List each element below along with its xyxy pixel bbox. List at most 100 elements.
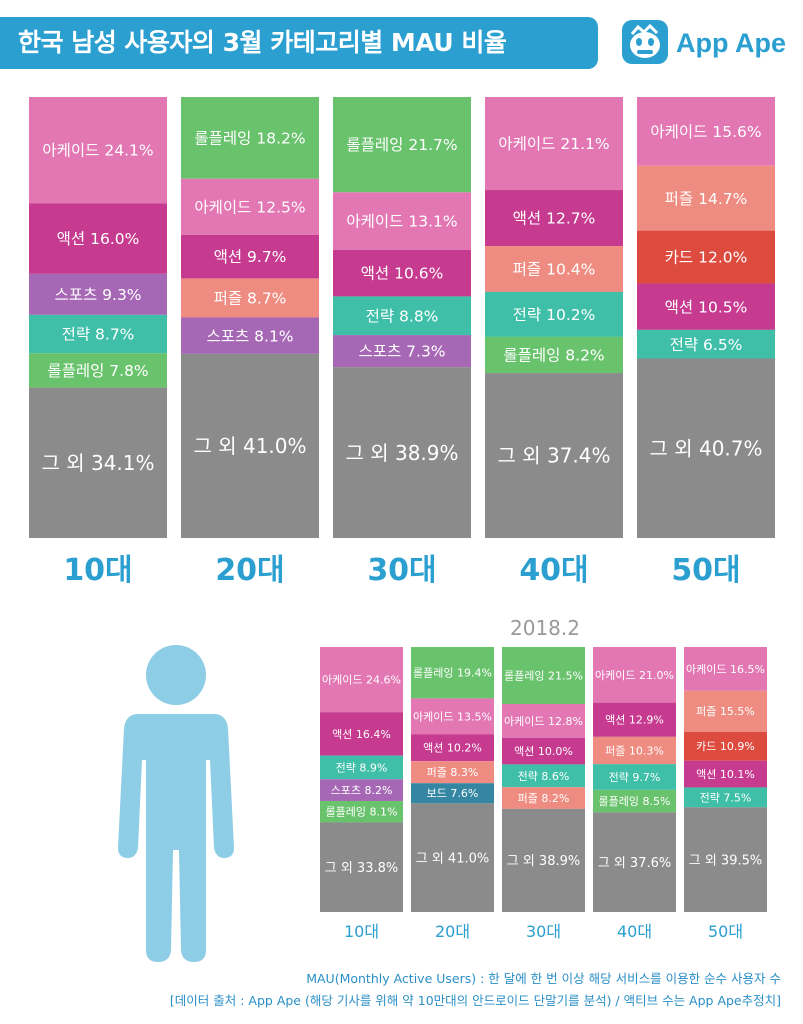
march-bar-40대: 아케이드 21.1% 액션 12.7% 퍼즐 10.4% 전략 10.2% 롤플레잉 8… <box>485 97 623 538</box>
data-label-action: 액션 10.5% <box>665 298 748 316</box>
page-title: 한국 남성 사용자의 3월 카테고리별 MAU 비율 <box>18 28 507 57</box>
brand-name: App Ape <box>676 28 786 58</box>
bar-segment-action <box>502 737 585 765</box>
data-label-strategy: 전략 7.5% <box>700 791 752 804</box>
bar-segment-puzzle <box>502 787 585 809</box>
data-label-roleplaying: 롤플레잉 8.2% <box>503 347 604 365</box>
march-chart: 아케이드 24.1% 액션 16.0% 스포츠 9.3% 전략 8.7% 롤플레잉 7.… <box>29 97 775 588</box>
bar-segment-card <box>637 230 775 284</box>
bar-segment-roleplaying <box>593 789 676 813</box>
bar-segment-strategy <box>333 296 471 336</box>
data-label-roleplaying: 롤플레잉 8.1% <box>326 806 398 819</box>
category-label: 50대 <box>671 553 740 588</box>
february-bar-40대: 아케이드 21.0% 액션 12.9% 퍼즐 10.3% 전략 9.7% 롤플레잉 8.… <box>593 647 676 912</box>
bar-segment-arcade <box>593 647 676 703</box>
bar-segment-action <box>684 760 767 788</box>
data-label-strategy: 전략 8.8% <box>366 307 439 325</box>
bar-segment-arcade <box>181 178 319 235</box>
bar-segment-puzzle <box>637 165 775 231</box>
footnote-mau-definition: MAU(Monthly Active Users) : 한 달에 한 번 이상 … <box>306 971 781 986</box>
data-label-other: 그 외 34.1% <box>41 451 154 475</box>
data-label-arcade: 아케이드 24.1% <box>42 142 153 160</box>
bar-segment-arcade <box>29 97 167 204</box>
bar-segment-roleplaying <box>485 336 623 374</box>
data-label-roleplaying: 롤플레잉 7.8% <box>47 362 148 380</box>
data-label-other: 그 외 41.0% <box>416 851 489 866</box>
category-label: 10대 <box>63 553 132 588</box>
bar-segment-puzzle <box>593 736 676 765</box>
footnote-data-source: [데이터 출처 : App Ape (해당 기사를 위해 약 10만대의 안드로… <box>169 993 781 1008</box>
data-label-sports: 스포츠 8.1% <box>206 327 293 345</box>
bar-segment-arcade <box>320 647 403 713</box>
bar-segment-arcade <box>333 192 471 250</box>
bar-segment-arcade <box>502 703 585 738</box>
bar-segment-strategy <box>485 291 623 337</box>
data-label-roleplaying: 롤플레잉 21.7% <box>346 136 457 154</box>
bar-segment-other <box>29 387 167 538</box>
data-label-arcade: 아케이드 16.5% <box>686 663 765 676</box>
bar-segment-board <box>411 783 494 804</box>
app-ape-mascot-icon <box>622 20 668 64</box>
data-label-other: 그 외 37.4% <box>497 444 610 468</box>
bar-segment-sports <box>181 317 319 354</box>
bar-segment-other <box>411 803 494 912</box>
data-label-other: 그 외 38.9% <box>345 441 458 465</box>
bar-segment-sports <box>29 273 167 315</box>
category-label: 30대 <box>526 922 561 941</box>
bar-segment-puzzle <box>684 690 767 732</box>
march-bar-10대: 아케이드 24.1% 액션 16.0% 스포츠 9.3% 전략 8.7% 롤플레잉 7.… <box>29 97 167 538</box>
data-label-arcade: 아케이드 12.5% <box>194 198 305 216</box>
march-bar-50대: 아케이드 15.6% 퍼즐 14.7% 카드 12.0% 액션 10.5% 전략 6.5… <box>637 97 775 538</box>
data-label-arcade: 아케이드 12.8% <box>504 715 583 728</box>
category-label: 20대 <box>435 922 470 941</box>
bar-segment-sports <box>333 335 471 368</box>
data-label-other: 그 외 39.5% <box>689 853 762 868</box>
data-label-board: 보드 7.6% <box>427 787 479 800</box>
bar-segment-strategy <box>29 314 167 354</box>
bar-segment-strategy <box>684 787 767 808</box>
bar-segment-other <box>181 353 319 538</box>
bar-segment-roleplaying <box>502 647 585 704</box>
data-label-action: 액션 10.6% <box>361 265 444 283</box>
category-label: 30대 <box>367 553 436 588</box>
bar-segment-roleplaying <box>29 353 167 388</box>
data-label-roleplaying: 롤플레잉 18.2% <box>194 129 305 147</box>
data-label-card: 카드 12.0% <box>665 249 748 267</box>
bar-segment-card <box>684 731 767 761</box>
bar-segment-arcade <box>684 647 767 691</box>
category-label: 10대 <box>344 922 379 941</box>
data-label-sports: 스포츠 9.3% <box>54 286 141 304</box>
bar-segment-other <box>333 367 471 538</box>
bar-segment-roleplaying <box>333 97 471 193</box>
february-bar-20대: 롤플레잉 19.4% 아케이드 13.5% 액션 10.2% 퍼즐 8.3% 보드 7.… <box>411 647 494 912</box>
data-label-other: 그 외 37.6% <box>598 856 671 871</box>
data-label-other: 그 외 33.8% <box>325 861 398 876</box>
bar-segment-strategy <box>637 329 775 359</box>
data-label-strategy: 전략 10.2% <box>513 306 596 324</box>
bar-segment-other <box>593 812 676 912</box>
bar-segment-strategy <box>593 764 676 790</box>
data-label-other: 그 외 40.7% <box>649 436 762 460</box>
bar-segment-action <box>411 734 494 762</box>
data-label-other: 그 외 38.9% <box>507 854 580 869</box>
category-label: 40대 <box>519 553 588 588</box>
bar-segment-arcade <box>411 698 494 735</box>
march-bar-30대: 롤플레잉 21.7% 아케이드 13.1% 액션 10.6% 전략 8.8% 스포츠 7… <box>333 97 471 538</box>
category-label: 50대 <box>708 922 743 941</box>
data-label-strategy: 전략 6.5% <box>670 336 743 354</box>
bar-segment-other <box>320 822 403 912</box>
february-bar-50대: 아케이드 16.5% 퍼즐 15.5% 카드 10.9% 액션 10.1% 전략 7.5… <box>684 647 767 912</box>
data-label-arcade: 아케이드 24.6% <box>322 674 401 687</box>
data-label-roleplaying: 롤플레잉 19.4% <box>413 667 492 680</box>
data-label-arcade: 아케이드 13.1% <box>346 213 457 231</box>
bar-segment-action <box>333 249 471 297</box>
bar-segment-other <box>637 358 775 538</box>
bar-segment-other <box>684 807 767 912</box>
category-label: 20대 <box>215 553 284 588</box>
data-label-strategy: 전략 8.9% <box>336 761 388 774</box>
bar-segment-strategy <box>502 764 585 788</box>
data-label-puzzle: 퍼즐 15.5% <box>696 705 755 718</box>
february-chart: 2018.2 아케이드 24.6% 액션 16.4% 전략 8.9% 스포츠 8.2% 롤… <box>320 616 767 941</box>
male-figure-icon <box>118 645 234 962</box>
bar-segment-sports <box>320 779 403 801</box>
